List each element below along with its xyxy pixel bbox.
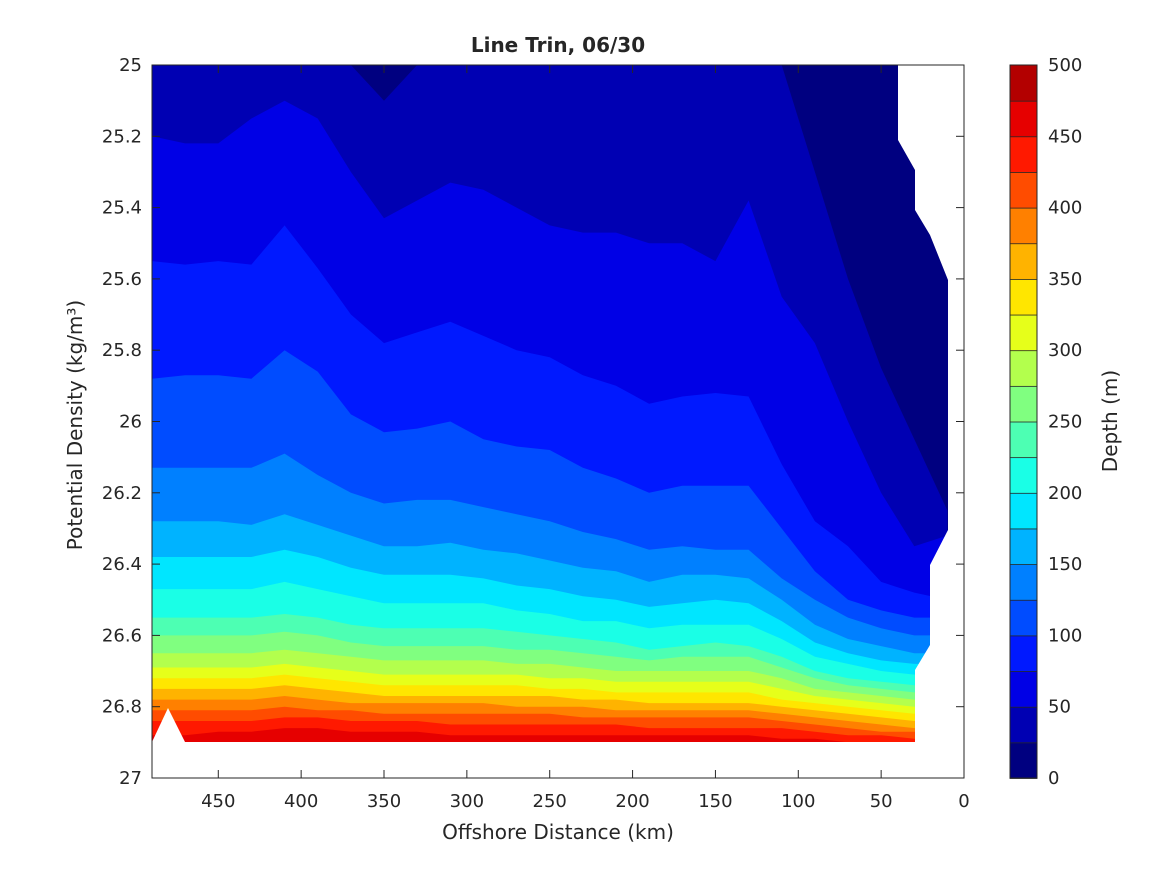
x-tick-label: 0 (958, 791, 969, 812)
colorbar-swatch (1009, 171, 1038, 209)
x-tick-label: 50 (870, 791, 893, 812)
data-gap-masks (152, 65, 964, 778)
colorbar-tick-label: 50 (1048, 697, 1071, 718)
y-tick-label: 26.8 (102, 697, 142, 718)
colorbar-swatch (1009, 706, 1038, 744)
colorbar-swatch (1009, 421, 1038, 459)
x-tick-label: 250 (533, 791, 567, 812)
colorbar-swatch (1009, 635, 1038, 672)
y-tick-label: 26.4 (102, 554, 142, 575)
colorbar-swatch (1009, 741, 1038, 779)
colorbar-swatch (1009, 64, 1038, 102)
colorbar-swatch (1009, 349, 1038, 387)
colorbar-frame (1009, 64, 1038, 779)
x-tick-label: 100 (781, 791, 815, 812)
y-axis-label: Potential Density (kg/m³) (63, 300, 87, 551)
colorbar-swatch (1009, 563, 1038, 601)
colorbar-tick-label: 0 (1048, 768, 1059, 789)
colorbar-swatch (1009, 100, 1038, 138)
x-tick-label: 350 (367, 791, 401, 812)
colorbar-swatch (1009, 456, 1038, 494)
x-tick-label: 400 (284, 791, 318, 812)
colorbar-swatch (1009, 492, 1038, 530)
x-tick-label: 200 (615, 791, 649, 812)
y-tick-label: 25.4 (102, 198, 142, 219)
nearshore-mask (898, 65, 964, 778)
y-tick-label: 25.6 (102, 269, 142, 290)
x-axis-label: Offshore Distance (km) (442, 820, 674, 844)
colorbar-tick-label: 250 (1048, 412, 1082, 433)
colorbar-label: Depth (m) (1098, 370, 1122, 472)
colorbar-tick-label: 400 (1048, 198, 1082, 219)
colorbar-swatch (1009, 242, 1038, 280)
y-tick-label: 25.2 (102, 126, 142, 147)
x-tick-label: 150 (698, 791, 732, 812)
x-tick-label: 450 (201, 791, 235, 812)
y-tick-label: 26.6 (102, 625, 142, 646)
colorbar-tick-label: 450 (1048, 126, 1082, 147)
colorbar-swatch (1009, 135, 1038, 173)
y-tick-label: 27 (119, 768, 142, 789)
x-axis: 450 400 350 300 250 200 150 100 50 0 (201, 65, 970, 812)
colorbar-swatch (1009, 314, 1038, 352)
y-tick-label: 26.2 (102, 483, 142, 504)
colorbar-swatch (1009, 670, 1038, 708)
x-tick-label: 300 (450, 791, 484, 812)
colorbar-tick-label: 350 (1048, 269, 1082, 290)
colorbar-tick-label: 200 (1048, 483, 1082, 504)
y-axis: 25 25.2 25.4 25.6 25.8 26 26.2 26.4 26.6 26.8 27 (102, 55, 964, 789)
colorbar-tick-label: 300 (1048, 340, 1082, 361)
colorbar-swatch (1009, 599, 1038, 637)
y-tick-label: 25 (119, 55, 142, 76)
colorbar-tick-label: 150 (1048, 554, 1082, 575)
bottom-mask (152, 742, 915, 778)
colorbar-swatch (1009, 278, 1038, 316)
colorbar-swatch (1009, 528, 1038, 566)
colorbar-swatch (1009, 207, 1038, 245)
bottom-notch-mask (152, 708, 185, 742)
y-tick-label: 26 (119, 412, 142, 433)
colorbar-tick-label: 100 (1048, 625, 1082, 646)
contour-fills (152, 65, 964, 778)
chart-title: Line Trin, 06/30 (471, 33, 645, 57)
colorbar-tick-label: 500 (1048, 55, 1082, 76)
colorbar-swatch (1009, 385, 1038, 423)
y-tick-label: 25.8 (102, 340, 142, 361)
